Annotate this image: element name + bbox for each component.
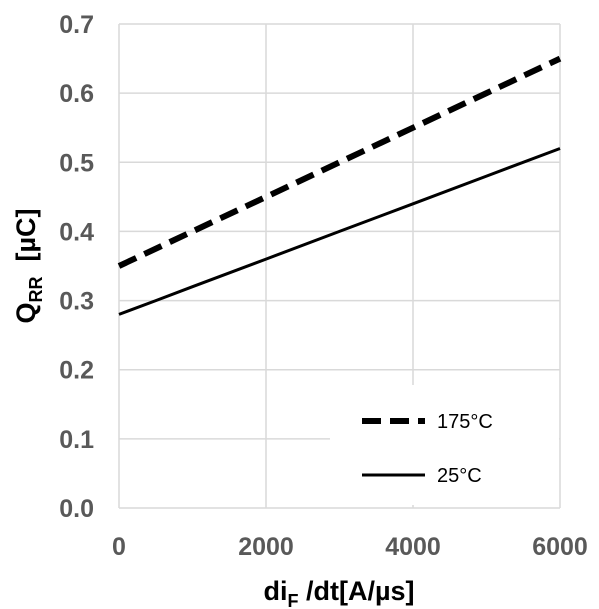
y-axis-title-subscript: RR xyxy=(26,277,46,303)
legend-label-25c: 25°C xyxy=(437,465,482,487)
x-tick-label: 6000 xyxy=(532,533,588,561)
x-tick-labels: 0 2000 4000 6000 xyxy=(112,533,588,561)
data-lines xyxy=(117,55,562,316)
series-line-25c xyxy=(118,147,561,316)
y-tick-label: 0.7 xyxy=(59,11,94,39)
y-axis-title: QRR [µC] xyxy=(11,208,46,323)
y-tick-label: 0.5 xyxy=(59,149,94,177)
y-tick-label: 0.6 xyxy=(59,80,94,108)
x-axis-title: diF /dt[A/µs] xyxy=(263,576,414,609)
x-tick-label: 0 xyxy=(112,533,126,561)
x-tick-label: 2000 xyxy=(238,533,294,561)
y-tick-label: 0.1 xyxy=(59,426,94,454)
x-tick-label: 4000 xyxy=(385,533,441,561)
y-tick-label: 0.2 xyxy=(59,357,94,385)
x-axis-title-main: di xyxy=(263,576,287,606)
legend-label-175c: 175°C xyxy=(437,411,493,433)
y-axis-title-rest: [µC] xyxy=(11,208,41,276)
y-tick-label: 0.3 xyxy=(59,288,94,316)
y-tick-label: 0.4 xyxy=(59,218,94,246)
series-line-175c xyxy=(117,55,562,269)
y-axis-title-main: Q xyxy=(11,303,41,324)
legend: 175°C 25°C xyxy=(330,385,559,505)
legend-background xyxy=(330,385,559,505)
y-tick-labels: 0.0 0.1 0.2 0.3 0.4 0.5 0.6 0.7 xyxy=(59,11,94,523)
x-axis-title-subscript: F xyxy=(287,591,298,609)
x-axis-title-rest: /dt[A/µs] xyxy=(298,576,414,606)
y-tick-label: 0.0 xyxy=(59,495,94,523)
